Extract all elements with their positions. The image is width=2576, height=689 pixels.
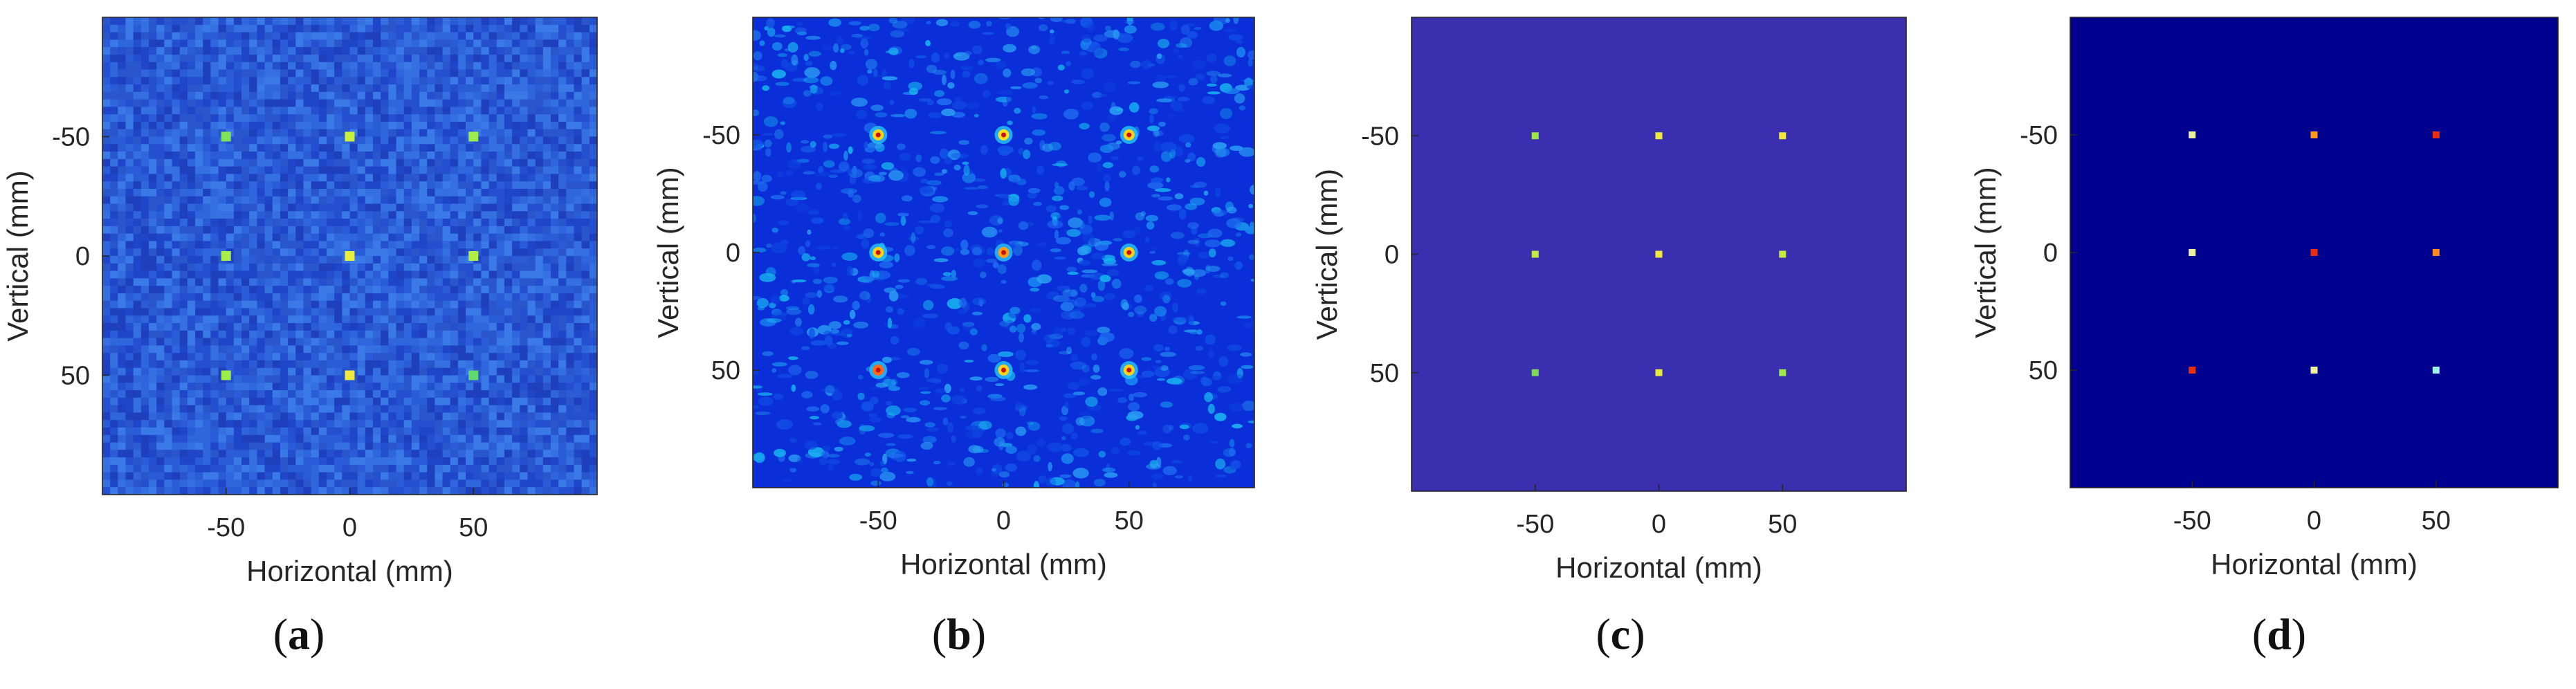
x-tick-label: 0 <box>342 513 357 542</box>
y-axis-label: Vertical (mm) <box>1 170 34 341</box>
x-tick-label: 0 <box>996 506 1011 535</box>
target-core <box>1001 250 1006 255</box>
y-tick-label: -50 <box>1361 122 1399 151</box>
target-point <box>468 370 479 380</box>
target-point <box>2310 131 2318 138</box>
target-core <box>1001 132 1006 138</box>
target-point <box>1655 369 1663 376</box>
target-point <box>1655 132 1663 140</box>
x-axis-label: Horizontal (mm) <box>2211 548 2418 580</box>
target-point <box>345 131 355 142</box>
target-point <box>221 131 231 142</box>
caption-c: (c) <box>1596 609 1645 659</box>
target-point <box>1779 369 1787 376</box>
target-point <box>221 370 231 380</box>
y-tick-label: -50 <box>52 123 90 152</box>
target-point <box>2189 131 2196 138</box>
target-point <box>1779 132 1787 140</box>
x-tick-label: 50 <box>459 513 488 542</box>
target-point <box>2432 249 2440 256</box>
target-core <box>1126 250 1132 255</box>
target-point <box>1531 132 1539 140</box>
y-tick-label: 0 <box>2043 239 2058 268</box>
target-point <box>2189 367 2196 374</box>
y-tick-label: 0 <box>75 242 90 271</box>
x-tick-label: -50 <box>2173 506 2211 535</box>
y-tick-label: 0 <box>1385 241 1399 270</box>
target-point <box>221 251 231 261</box>
target-point <box>2189 249 2196 256</box>
y-tick-label: 0 <box>726 239 740 268</box>
y-axis-label: Vertical (mm) <box>1310 169 1343 340</box>
target-core <box>875 132 881 138</box>
x-tick-label: -50 <box>1516 510 1554 539</box>
x-tick-label: -50 <box>859 506 897 535</box>
x-tick-label: -50 <box>207 513 245 542</box>
y-tick-label: -50 <box>702 121 740 150</box>
caption-d: (d) <box>2251 609 2307 659</box>
x-tick-label: 50 <box>1115 506 1144 535</box>
x-tick-label: 0 <box>2307 506 2321 535</box>
target-point <box>468 251 479 261</box>
x-axis-label: Horizontal (mm) <box>1555 551 1762 584</box>
target-core <box>1126 132 1132 138</box>
y-tick-label: 50 <box>61 362 90 391</box>
x-tick-label: 50 <box>2422 506 2451 535</box>
target-point <box>1779 250 1787 258</box>
caption-a: (a) <box>273 609 325 659</box>
y-axis-label: Vertical (mm) <box>1969 167 2002 338</box>
target-point <box>1531 369 1539 376</box>
y-tick-label: -50 <box>2020 121 2058 150</box>
x-axis-label: Horizontal (mm) <box>900 548 1107 580</box>
target-core <box>1001 367 1006 373</box>
target-point <box>345 370 355 380</box>
target-point <box>2432 367 2440 374</box>
y-tick-label: 50 <box>2029 356 2058 385</box>
target-point <box>2310 249 2318 256</box>
y-tick-label: 50 <box>711 356 740 385</box>
caption-b: (b) <box>931 609 987 659</box>
target-point <box>1655 250 1663 258</box>
x-tick-label: 0 <box>1652 510 1666 539</box>
heatmap-texture <box>102 17 597 495</box>
target-point <box>2310 367 2318 374</box>
y-axis-label: Vertical (mm) <box>652 167 684 338</box>
target-core <box>1126 367 1132 373</box>
y-tick-label: 50 <box>1370 359 1399 388</box>
x-tick-label: 50 <box>1768 510 1797 539</box>
target-point <box>345 251 355 261</box>
x-axis-label: Horizontal (mm) <box>246 555 453 587</box>
heatmap-texture <box>753 17 1254 488</box>
target-point <box>2432 131 2440 138</box>
target-core <box>875 250 881 255</box>
target-point <box>1531 250 1539 258</box>
target-point <box>468 131 479 142</box>
panel-b: -50 0 50 -50 0 50 Horizontal (mm) Vertical (mm) <box>652 17 1255 580</box>
target-core <box>875 367 881 373</box>
